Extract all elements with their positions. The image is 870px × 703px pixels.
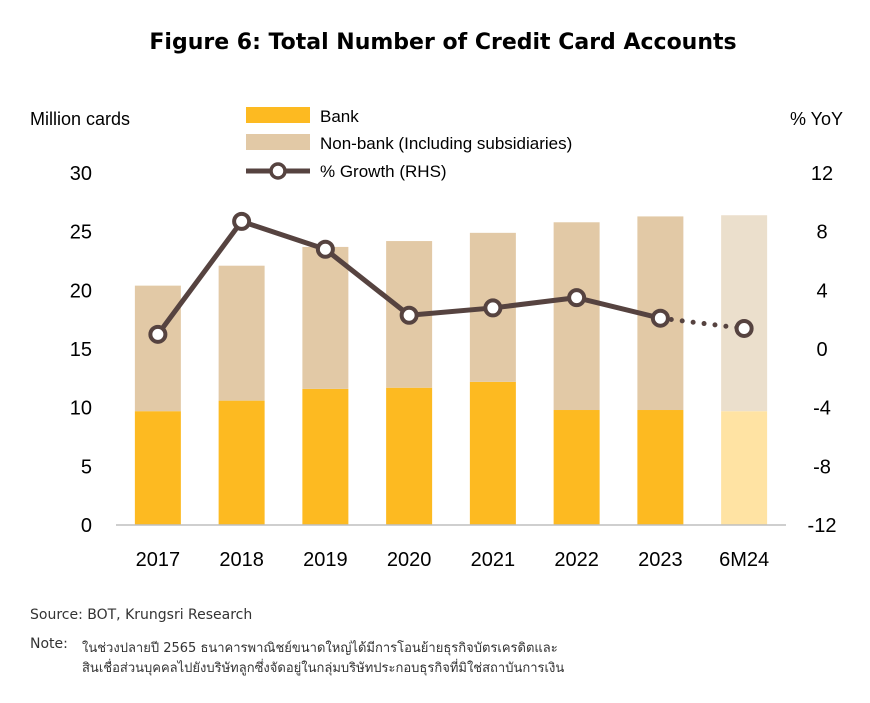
chart-title: Figure 6: Total Number of Credit Card Ac… (149, 30, 736, 55)
right-tick-label: -12 (808, 515, 837, 537)
x-tick-label: 2019 (303, 549, 348, 571)
growth-point (399, 305, 419, 325)
right-tick-label: 4 (816, 280, 827, 302)
x-tick-label: 2020 (387, 549, 432, 571)
x-tick-label: 2022 (554, 549, 599, 571)
bar-bank (637, 410, 684, 525)
left-axis-ticks: 0 5 10 15 20 25 30 (70, 163, 92, 537)
legend-label-nonbank: Non-bank (Including subsidiaries) (320, 134, 572, 153)
bar-nonbank (302, 246, 349, 389)
right-tick-label: -4 (813, 398, 831, 420)
legend-label-bank: Bank (320, 107, 359, 126)
legend-label-growth: % Growth (RHS) (320, 162, 447, 181)
x-tick-label: 6M24 (719, 549, 769, 571)
note-line-1: ในช่วงปลายปี 2565 ธนาคารพาณิชย์ขนาดใหญ่ไ… (82, 641, 558, 656)
right-tick-label: 12 (811, 163, 833, 185)
note-line-2: สินเชื่อส่วนบุคคลไปยังบริษัทลูกซึ่งจัดอย… (82, 661, 565, 676)
bar-bank (134, 411, 181, 525)
left-tick-label: 15 (70, 339, 92, 361)
bar-nonbank (721, 215, 768, 412)
x-tick-label: 2018 (219, 549, 264, 571)
left-tick-label: 10 (70, 398, 92, 420)
growth-point (650, 308, 670, 328)
left-tick-label: 25 (70, 222, 92, 244)
x-tick-label: 2021 (471, 549, 516, 571)
right-tick-label: 0 (816, 339, 827, 361)
left-tick-label: 5 (81, 456, 92, 478)
growth-point (315, 239, 335, 259)
left-tick-label: 0 (81, 515, 92, 537)
right-axis-ticks: -12 -8 -4 0 4 8 12 (808, 163, 837, 537)
x-tick-label: 2023 (638, 549, 683, 571)
left-tick-label: 20 (70, 280, 92, 302)
legend: Bank Non-bank (Including subsidiaries) %… (246, 107, 572, 181)
right-axis-label: % YoY (790, 109, 843, 129)
legend-swatch-nonbank (246, 134, 310, 150)
source-text: Source: BOT, Krungsri Research (30, 607, 253, 623)
growth-point (734, 318, 754, 338)
bar-bank (469, 381, 516, 525)
bar-series (134, 215, 768, 525)
note-label: Note: (30, 636, 68, 652)
bar-bank (302, 388, 349, 525)
growth-point (483, 298, 503, 318)
bar-nonbank (553, 222, 600, 411)
bar-bank (553, 410, 600, 525)
left-tick-label: 30 (70, 163, 92, 185)
bar-bank (386, 387, 433, 525)
bar-bank (721, 411, 768, 525)
growth-point (567, 288, 587, 308)
legend-swatch-bank (246, 107, 310, 123)
right-tick-label: 8 (816, 222, 827, 244)
growth-line-series (148, 211, 754, 344)
x-tick-label: 2017 (136, 549, 181, 571)
growth-point (232, 211, 252, 231)
bar-bank (218, 400, 265, 525)
bar-nonbank (134, 285, 181, 412)
growth-point (148, 324, 168, 344)
bar-nonbank (218, 265, 265, 401)
legend-marker-growth (269, 162, 287, 180)
right-tick-label: -8 (813, 456, 831, 478)
left-axis-label: Million cards (30, 109, 130, 129)
x-axis-ticks: 2017 2018 2019 2020 2021 2022 2023 6M24 (136, 549, 770, 571)
growth-line-dotted (657, 315, 747, 331)
